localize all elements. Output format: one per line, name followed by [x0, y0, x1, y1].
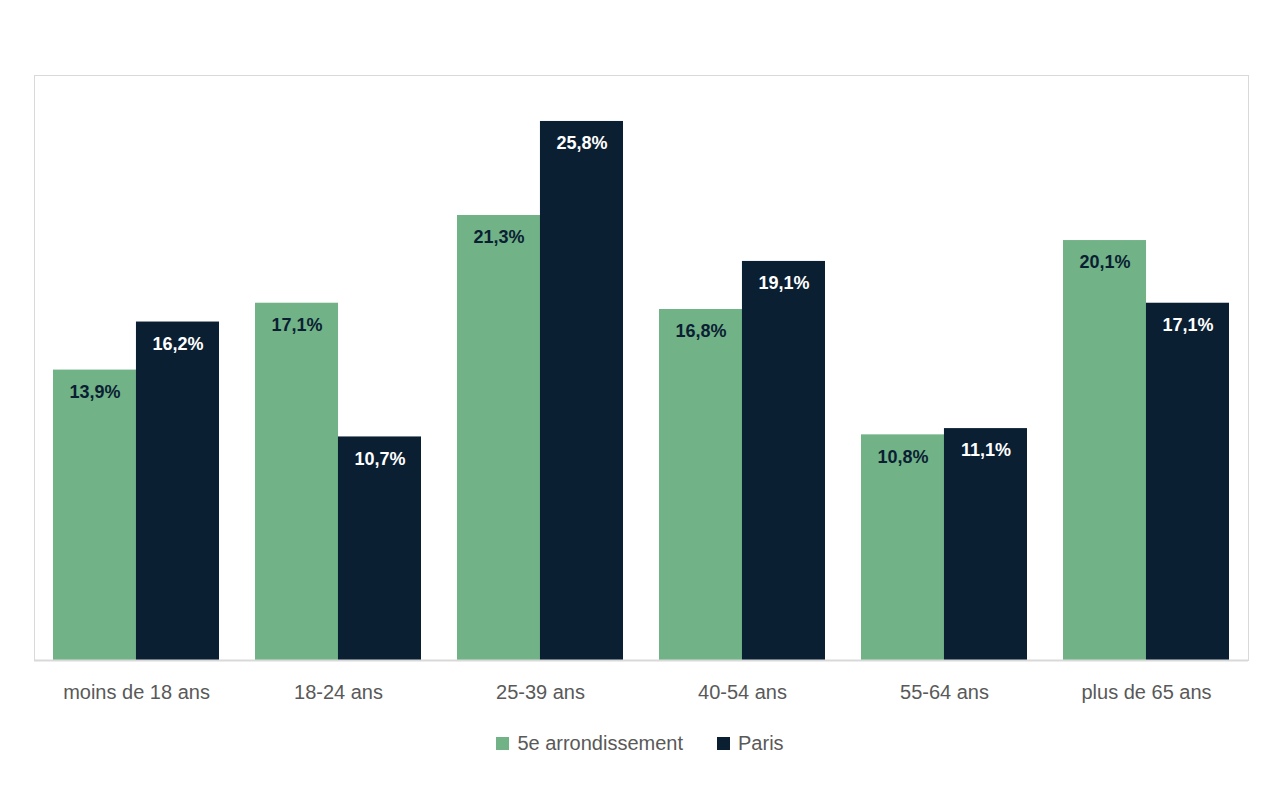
- svg-text:17,1%: 17,1%: [271, 315, 322, 335]
- svg-text:moins de 18 ans: moins de 18 ans: [63, 681, 210, 703]
- svg-text:40-54 ans: 40-54 ans: [698, 681, 787, 703]
- svg-text:plus de 65 ans: plus de 65 ans: [1081, 681, 1211, 703]
- svg-text:13,9%: 13,9%: [69, 382, 120, 402]
- svg-text:25-39 ans: 25-39 ans: [496, 681, 585, 703]
- html-text:5e arrondissement: 5e arrondissement: [517, 732, 683, 754]
- svg-text:11,1%: 11,1%: [961, 440, 1011, 460]
- svg-text:16,2%: 16,2%: [152, 334, 203, 354]
- svg-text:19,1%: 19,1%: [758, 273, 809, 293]
- svg-text:55-64 ans: 55-64 ans: [900, 681, 989, 703]
- svg-text:10,7%: 10,7%: [354, 449, 405, 469]
- html-text:Paris: Paris: [738, 732, 784, 754]
- svg-text:20,1%: 20,1%: [1079, 252, 1130, 272]
- svg-text:10,8%: 10,8%: [877, 447, 928, 467]
- svg-text:21,3%: 21,3%: [473, 227, 524, 247]
- svg-text:18-24 ans: 18-24 ans: [294, 681, 383, 703]
- svg-text:25,8%: 25,8%: [556, 133, 607, 153]
- svg-text:17,1%: 17,1%: [1162, 315, 1213, 335]
- svg-text:16,8%: 16,8%: [675, 321, 726, 341]
